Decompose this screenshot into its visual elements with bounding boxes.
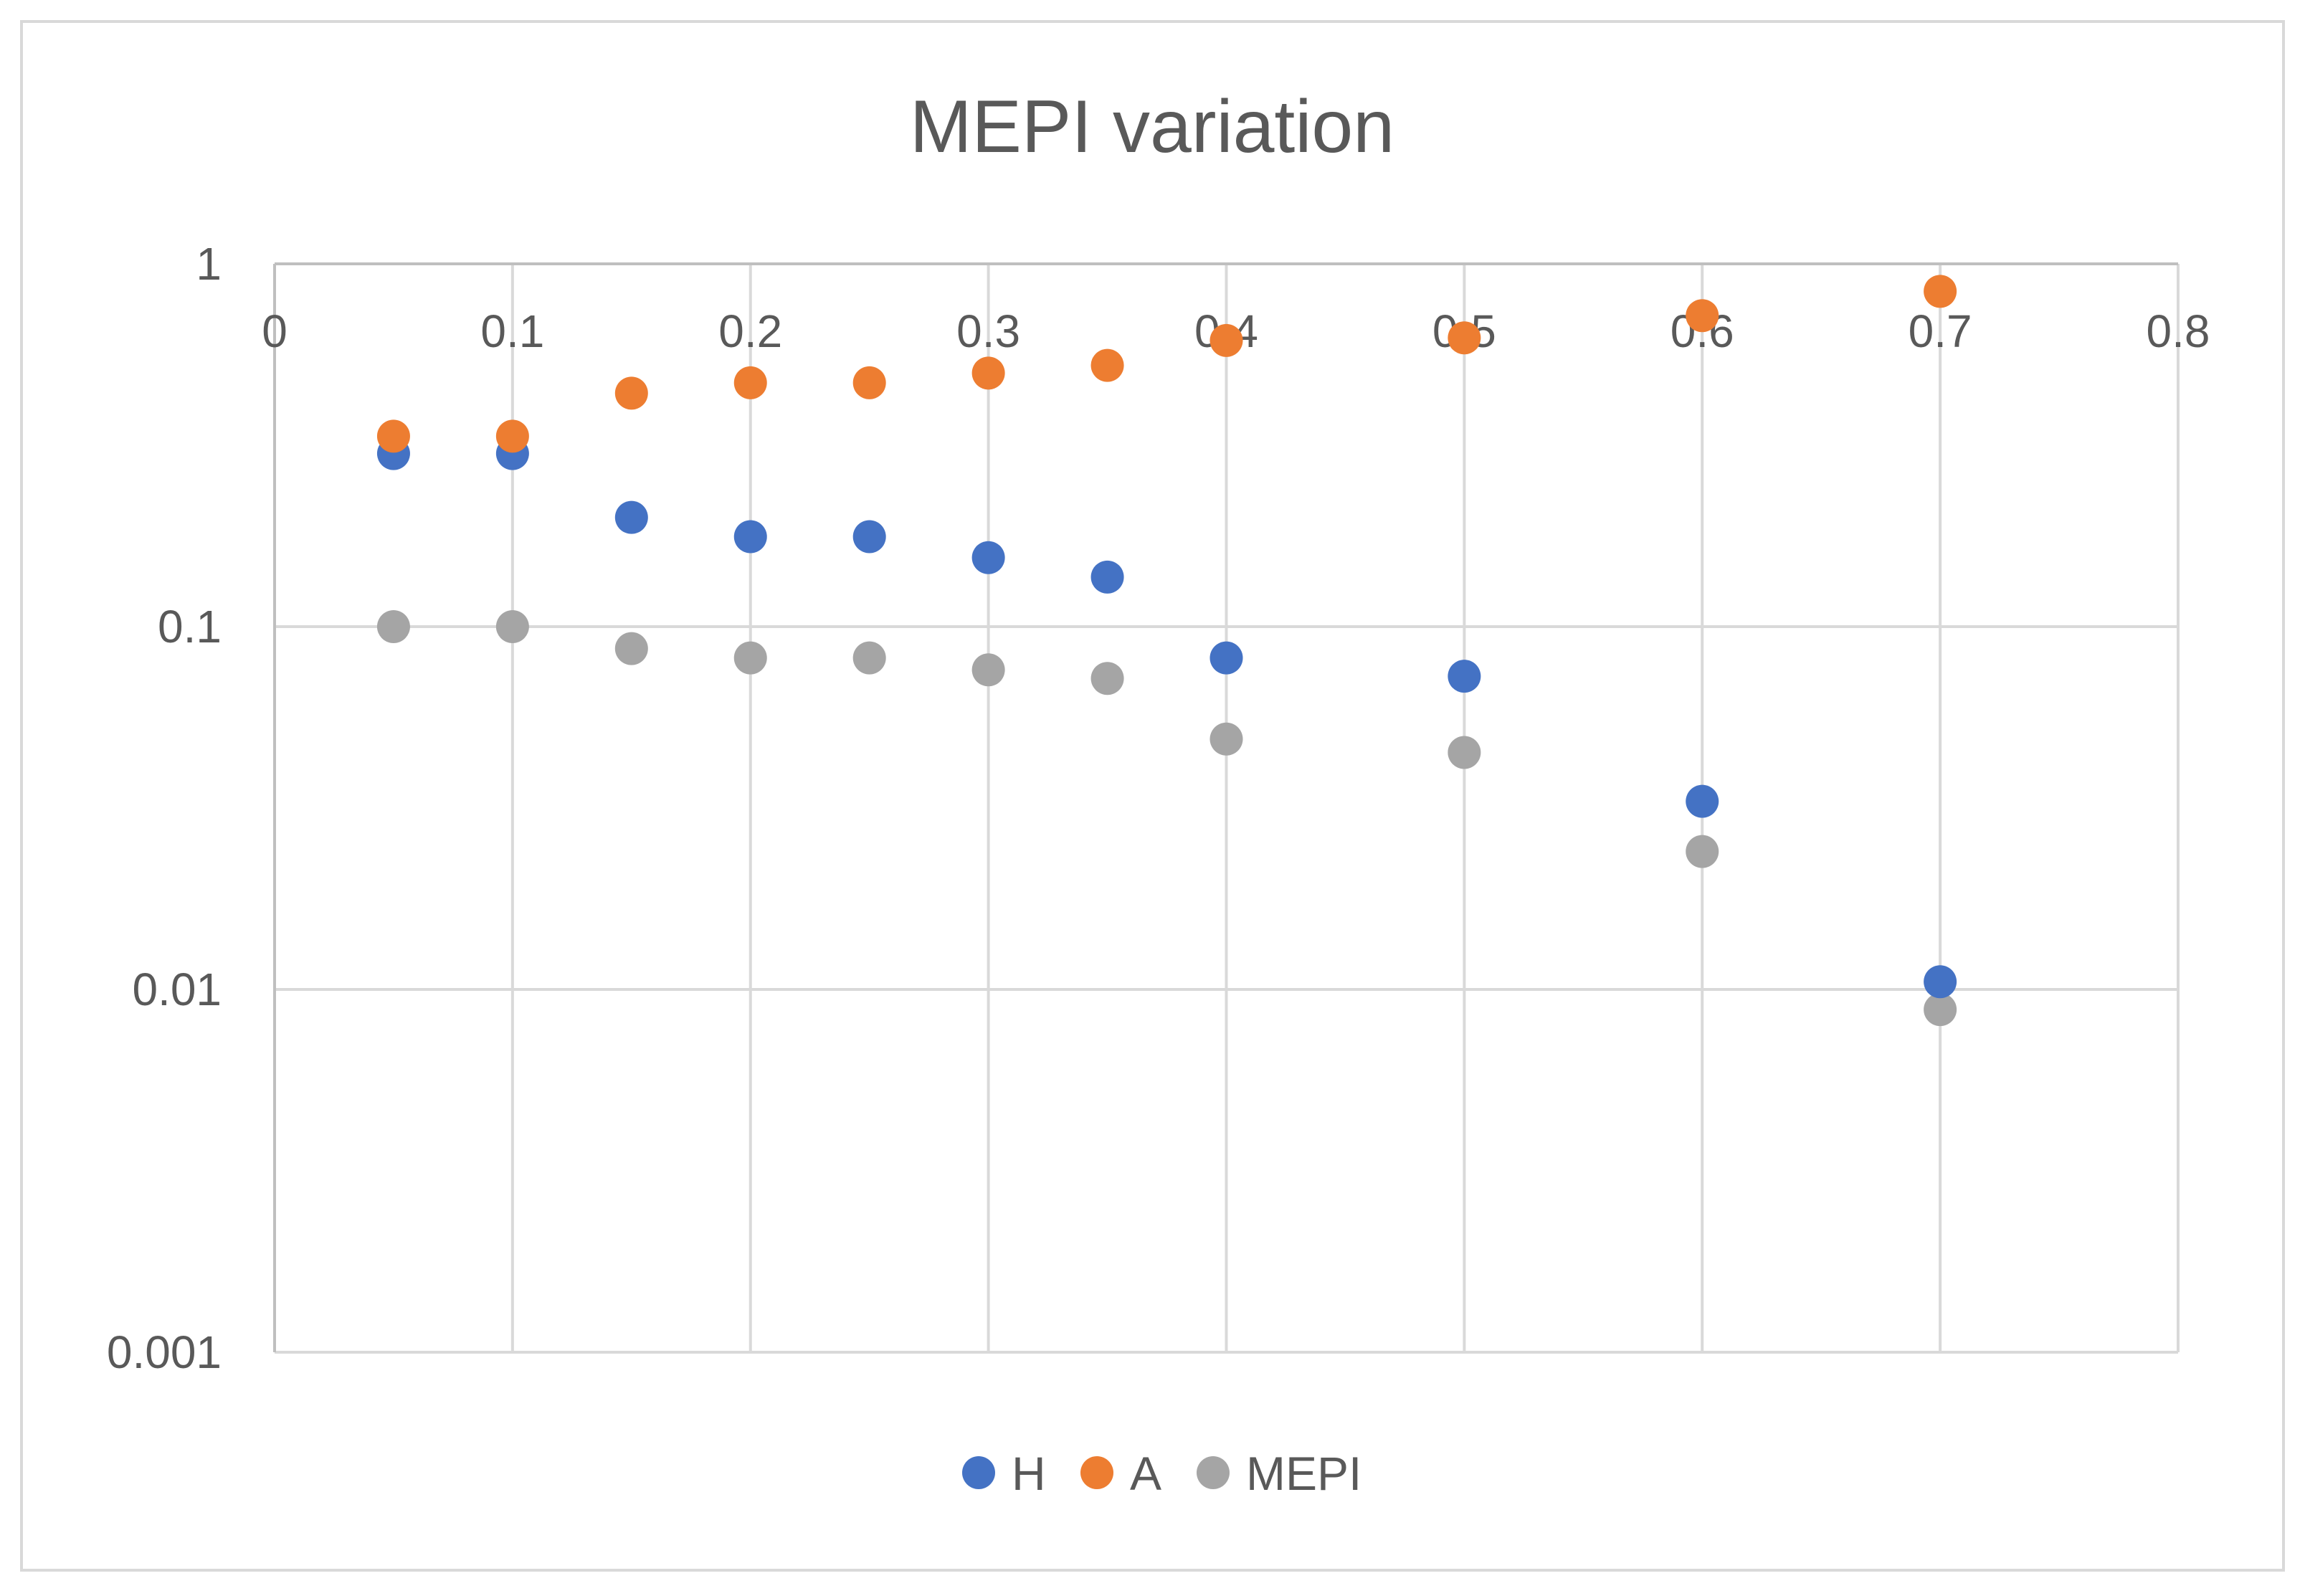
point-h xyxy=(614,500,648,534)
point-h xyxy=(852,520,886,554)
point-a xyxy=(733,366,767,399)
point-h xyxy=(1090,560,1124,594)
chart-title: MEPI variation xyxy=(910,85,1394,168)
point-h xyxy=(1924,965,1957,999)
y-tick-label: 0.1 xyxy=(158,601,222,652)
x-tick-label: 0 xyxy=(262,305,287,357)
point-h xyxy=(1448,660,1481,693)
y-tick-label: 1 xyxy=(196,238,222,290)
point-h xyxy=(733,520,767,554)
point-mepi xyxy=(1924,993,1957,1027)
point-mepi xyxy=(495,610,529,643)
point-a xyxy=(1090,348,1124,382)
point-a xyxy=(614,376,648,410)
y-tick-label: 0.01 xyxy=(132,964,222,1015)
point-a xyxy=(1924,275,1957,308)
legend-label-h: H xyxy=(1012,1447,1046,1500)
legend-marker-a xyxy=(1080,1456,1113,1489)
x-tick-label: 0.2 xyxy=(718,305,782,357)
x-tick-label: 0.3 xyxy=(956,305,1020,357)
x-tick-label: 0.8 xyxy=(2147,305,2210,357)
legend: H A MEPI xyxy=(962,1447,1361,1500)
point-mepi xyxy=(1686,835,1719,868)
chart-border xyxy=(20,20,2285,1572)
y-tick-label: 0.001 xyxy=(107,1326,222,1378)
point-a xyxy=(1686,299,1719,333)
point-mepi xyxy=(1209,722,1243,756)
point-a xyxy=(495,419,529,453)
point-a xyxy=(1209,323,1243,357)
point-mepi xyxy=(733,641,767,675)
point-h xyxy=(971,541,1005,574)
point-mepi xyxy=(1090,662,1124,695)
point-h xyxy=(1209,641,1243,675)
x-tick-label: 0.1 xyxy=(480,305,544,357)
point-h xyxy=(1686,784,1719,818)
point-a xyxy=(376,419,410,453)
point-a xyxy=(971,356,1005,390)
legend-label-mepi: MEPI xyxy=(1246,1447,1361,1500)
point-a xyxy=(852,366,886,399)
point-mepi xyxy=(614,632,648,665)
data-points xyxy=(376,275,1957,1027)
legend-marker-h xyxy=(962,1456,995,1489)
point-mepi xyxy=(971,653,1005,687)
point-mepi xyxy=(376,610,410,643)
x-tick-label: 0.7 xyxy=(1909,305,1972,357)
axes xyxy=(273,262,2178,1352)
point-mepi xyxy=(852,641,886,675)
legend-label-a: A xyxy=(1130,1447,1161,1500)
legend-marker-mepi xyxy=(1197,1456,1230,1489)
point-mepi xyxy=(1448,736,1481,769)
point-a xyxy=(1448,321,1481,355)
